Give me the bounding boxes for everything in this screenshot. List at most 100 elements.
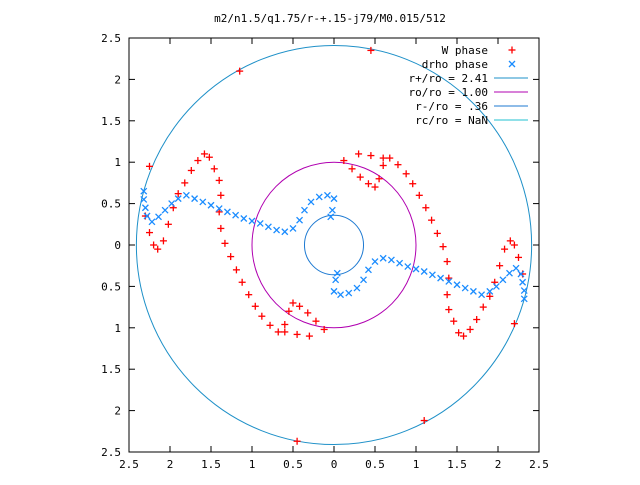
w-phase-point xyxy=(340,157,348,165)
w-phase-point xyxy=(251,302,259,310)
w-phase-point xyxy=(379,154,387,162)
drho-phase-point xyxy=(520,295,528,303)
w-phase-point xyxy=(506,237,514,245)
drho-phase-point xyxy=(506,269,513,277)
drho-phase-point xyxy=(412,265,420,273)
drho-phase-point xyxy=(140,187,148,195)
w-phase-point xyxy=(486,292,494,300)
w-phase-point xyxy=(415,191,423,199)
w-phase-point xyxy=(215,208,223,216)
w-phase-point xyxy=(304,309,312,317)
drho-phase-point xyxy=(264,223,272,231)
w-phase-point xyxy=(296,302,304,310)
w-phase-point xyxy=(445,274,453,282)
y-tick-label: 1.5 xyxy=(101,363,121,376)
w-phase-point xyxy=(394,161,402,169)
drho-phase-point xyxy=(333,269,341,277)
x-tick-label: 2.5 xyxy=(119,458,139,471)
w-phase-point xyxy=(510,241,518,249)
w-phase-point xyxy=(433,229,441,237)
w-phase-point xyxy=(312,317,320,325)
legend-symbol xyxy=(508,60,516,68)
drho-phase-point xyxy=(143,212,151,220)
x-tick-label: 0 xyxy=(331,458,338,471)
w-phase-point xyxy=(450,317,458,325)
legend-label: rc/ro = NaN xyxy=(415,114,488,127)
drho-phase-point xyxy=(168,200,176,208)
y-tick-label: 1 xyxy=(114,156,121,169)
drho-phase-point xyxy=(289,224,297,232)
drho-phase-point xyxy=(330,287,338,295)
drho-phase-point xyxy=(428,271,436,279)
y-tick-label: 2.5 xyxy=(101,446,121,459)
drho-phase-point xyxy=(461,284,469,292)
x-tick-label: 0.5 xyxy=(283,458,303,471)
drho-phase-point xyxy=(353,284,361,292)
w-phase-point xyxy=(181,179,189,187)
w-phase-point xyxy=(445,306,453,314)
w-phase-point xyxy=(159,237,167,245)
drho-phase-point xyxy=(232,211,240,219)
x-tick-label: 0.5 xyxy=(365,458,385,471)
drho-phase-point xyxy=(301,206,308,214)
y-tick-label: 0.5 xyxy=(101,198,121,211)
drho-phase-point xyxy=(360,276,367,284)
w-phase-point xyxy=(174,190,182,198)
w-phase-point xyxy=(154,245,162,253)
drho-phase-point xyxy=(330,195,338,203)
w-phase-point xyxy=(258,312,266,320)
y-tick-label: 1 xyxy=(114,322,121,335)
w-phase-point xyxy=(428,216,436,224)
drho-phase-point xyxy=(315,193,323,201)
drho-phase-point xyxy=(512,264,520,272)
w-phase-point xyxy=(364,180,372,188)
drho-phase-point xyxy=(182,191,190,199)
y-tick-label: 0.5 xyxy=(101,280,121,293)
drho-phase-point xyxy=(404,263,412,270)
drho-phase-point xyxy=(469,287,477,295)
w-phase-point xyxy=(205,153,213,161)
w-phase-point xyxy=(515,253,522,261)
drho-phase-point xyxy=(307,198,315,206)
drho-phase-point xyxy=(161,206,169,214)
drho-phase-point xyxy=(223,208,231,216)
reference-circles xyxy=(135,44,533,446)
w-phase-point xyxy=(274,328,282,336)
w-phase-point xyxy=(146,229,153,237)
w-phase-point xyxy=(420,417,428,425)
drho-phase-point xyxy=(396,259,404,267)
w-phase-point xyxy=(386,154,394,162)
w-phase-point xyxy=(466,325,474,333)
legend-label: r-/ro = .36 xyxy=(415,100,488,113)
w-phase-point xyxy=(473,316,481,324)
drho-phase-point xyxy=(327,213,335,221)
drho-phase-point xyxy=(256,220,264,227)
x-tick-label: 2 xyxy=(167,458,174,471)
w-phase-point xyxy=(293,437,301,445)
w-phase-point xyxy=(227,253,235,261)
w-phase-point xyxy=(281,328,289,336)
w-phase-point xyxy=(200,150,208,158)
w-phase-point xyxy=(367,152,375,160)
w-phase-point xyxy=(422,204,430,212)
w-phase-point xyxy=(501,245,509,253)
w-phase-point xyxy=(238,278,246,286)
w-phase-point xyxy=(289,299,297,307)
w-phase-point xyxy=(371,183,379,191)
w-phase-point xyxy=(236,67,244,75)
w-phase-point xyxy=(379,162,387,170)
drho-phase-point xyxy=(174,195,182,203)
drho-phase-point xyxy=(273,226,281,234)
drho-phase-point xyxy=(332,276,340,284)
w-phase-point xyxy=(305,332,313,340)
w-phase-point xyxy=(146,162,153,170)
drho-phase-point xyxy=(207,201,215,209)
x-tick-label: 2 xyxy=(495,458,502,471)
drho-phase-point xyxy=(199,198,207,206)
drho-phase-point xyxy=(155,213,162,221)
drho-phase-point xyxy=(453,281,461,289)
legend-label: r+/ro = 2.41 xyxy=(409,72,488,85)
drho-phase-point xyxy=(191,195,199,203)
